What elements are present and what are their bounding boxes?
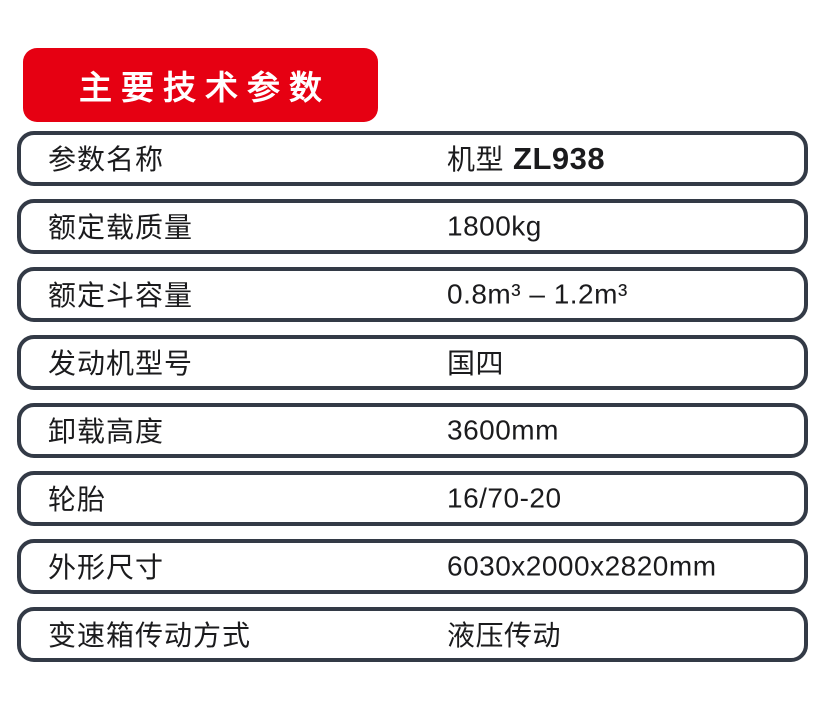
table-row: 参数名称 机型 ZL938 [17, 131, 808, 186]
param-label: 变速箱传动方式 [48, 619, 252, 651]
param-value: 1800kg [447, 209, 542, 241]
table-row: 卸载高度 3600mm [17, 403, 808, 458]
param-label: 轮胎 [48, 483, 107, 515]
param-label: 卸载高度 [48, 415, 165, 447]
table-row: 额定斗容量 0.8m³ – 1.2m³ [17, 267, 808, 322]
table-row: 外形尺寸 6030x2000x2820mm [17, 539, 808, 594]
param-value: 国四 [447, 347, 505, 379]
table-row: 变速箱传动方式 液压传动 [17, 607, 808, 662]
table-row: 额定载质量 1800kg [17, 199, 808, 254]
model-number: ZL938 [513, 140, 606, 176]
param-value: 3600mm [447, 413, 559, 445]
param-value: 机型 ZL938 [447, 138, 605, 178]
table-row: 发动机型号 国四 [17, 335, 808, 390]
param-value: 16/70-20 [447, 481, 562, 513]
param-label: 额定载质量 [48, 211, 194, 243]
spec-table: 参数名称 机型 ZL938 额定载质量 1800kg 额定斗容量 0.8m³ – … [17, 131, 808, 675]
param-label: 发动机型号 [48, 347, 194, 379]
table-row: 轮胎 16/70-20 [17, 471, 808, 526]
param-value: 6030x2000x2820mm [447, 549, 717, 581]
section-title: 主要技术参数 [79, 69, 331, 106]
param-label: 额定斗容量 [48, 279, 194, 311]
param-label: 参数名称 [48, 143, 165, 175]
param-label: 外形尺寸 [48, 551, 165, 583]
model-prefix: 机型 [447, 143, 505, 175]
param-value: 液压传动 [447, 619, 562, 651]
param-value: 0.8m³ – 1.2m³ [447, 277, 628, 309]
section-header-banner: 主要技术参数 [23, 48, 378, 122]
